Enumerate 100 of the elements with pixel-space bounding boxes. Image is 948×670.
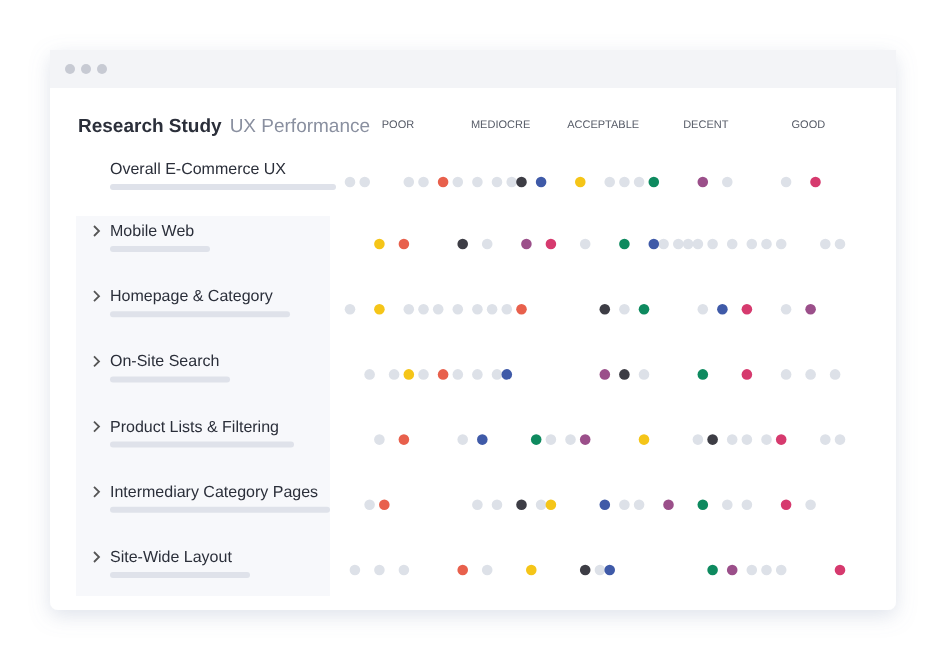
point	[452, 176, 464, 188]
point	[775, 564, 787, 576]
point	[359, 176, 370, 188]
point	[418, 369, 429, 380]
point	[726, 238, 738, 250]
y-tick-label: On-Site Search	[110, 352, 220, 371]
point	[604, 176, 615, 188]
point	[834, 564, 846, 576]
point	[692, 238, 704, 250]
point	[619, 303, 630, 315]
point	[379, 499, 390, 511]
text: Research Study	[78, 116, 224, 138]
point	[418, 303, 429, 315]
point	[472, 176, 483, 188]
point	[673, 238, 684, 250]
point	[761, 564, 772, 576]
point	[697, 369, 709, 380]
point	[741, 499, 753, 511]
point	[682, 238, 694, 250]
point	[599, 499, 611, 511]
point	[722, 499, 733, 511]
point	[491, 176, 503, 188]
point	[398, 564, 410, 576]
point	[535, 499, 547, 511]
point	[344, 303, 356, 315]
point	[619, 238, 630, 250]
point	[516, 303, 527, 315]
point	[717, 303, 728, 315]
point	[403, 369, 415, 380]
point	[746, 564, 758, 576]
point	[491, 369, 503, 380]
point	[638, 434, 650, 445]
point	[658, 238, 669, 250]
y-tick-label: Intermediary Category Pages	[110, 482, 319, 501]
point	[491, 499, 503, 511]
point	[432, 303, 444, 315]
point	[472, 369, 483, 380]
point	[805, 499, 816, 511]
y-tick-label: Mobile Web	[110, 222, 196, 240]
point	[481, 238, 493, 250]
point	[594, 564, 606, 576]
point	[775, 238, 787, 250]
point	[741, 369, 753, 380]
point	[633, 176, 645, 188]
point	[437, 369, 449, 380]
point	[545, 434, 557, 445]
point	[398, 238, 410, 250]
point	[663, 499, 674, 511]
point	[477, 434, 488, 445]
point	[403, 176, 415, 188]
point	[374, 303, 385, 315]
point	[506, 176, 517, 188]
point	[780, 176, 792, 188]
point	[374, 564, 385, 576]
point	[349, 564, 361, 576]
y-tick-label: Site-Wide Layout	[110, 548, 234, 566]
point	[374, 238, 385, 250]
point	[726, 564, 738, 576]
point	[780, 369, 792, 380]
point	[780, 303, 792, 315]
point	[810, 176, 821, 188]
point	[746, 238, 758, 250]
point	[761, 238, 772, 250]
point	[707, 564, 718, 576]
point	[486, 303, 498, 315]
point	[501, 369, 513, 380]
point	[545, 238, 557, 250]
point	[535, 176, 547, 188]
point	[619, 369, 630, 380]
point	[599, 369, 611, 380]
chart-subtitle: UX Performance	[229, 116, 371, 138]
point	[545, 499, 557, 511]
point	[619, 499, 630, 511]
point	[775, 434, 787, 445]
point	[579, 564, 591, 576]
point	[707, 238, 718, 250]
point	[834, 434, 846, 445]
point	[481, 564, 493, 576]
point	[403, 303, 415, 315]
point	[452, 303, 464, 315]
point	[697, 176, 709, 188]
point	[820, 238, 831, 250]
point	[364, 369, 375, 380]
y-tick-label: Overall E-Commerce UX	[110, 160, 288, 178]
point	[398, 434, 410, 445]
point	[565, 434, 576, 445]
point	[472, 499, 483, 511]
point	[692, 434, 704, 445]
point	[501, 303, 513, 315]
point	[604, 564, 615, 576]
point	[761, 434, 772, 445]
point	[805, 303, 816, 315]
point	[530, 434, 542, 445]
y-tick-label: Homepage & Category	[110, 287, 273, 306]
point	[457, 434, 468, 445]
point	[648, 176, 660, 188]
point	[374, 434, 385, 445]
point	[697, 499, 709, 511]
point	[638, 303, 650, 315]
point	[619, 176, 630, 188]
